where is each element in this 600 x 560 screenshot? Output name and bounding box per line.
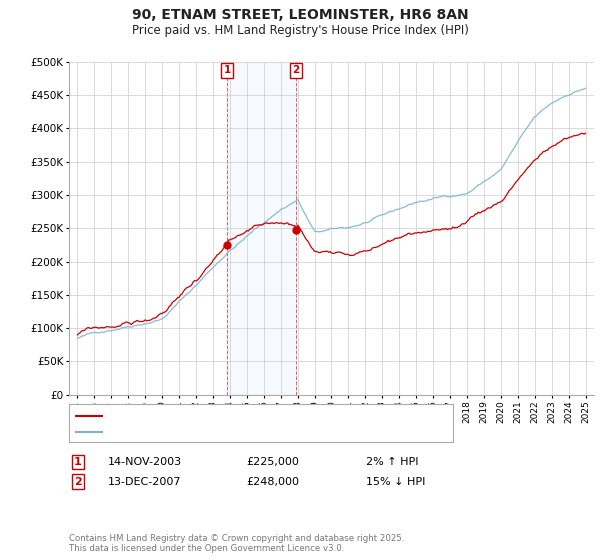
Text: 13-DEC-2007: 13-DEC-2007 bbox=[108, 477, 182, 487]
Text: £225,000: £225,000 bbox=[246, 457, 299, 467]
Text: 1: 1 bbox=[223, 66, 230, 75]
Text: 2% ↑ HPI: 2% ↑ HPI bbox=[366, 457, 419, 467]
Text: Contains HM Land Registry data © Crown copyright and database right 2025.
This d: Contains HM Land Registry data © Crown c… bbox=[69, 534, 404, 553]
Bar bbox=[227, 62, 296, 395]
Text: £248,000: £248,000 bbox=[246, 477, 299, 487]
Text: 2: 2 bbox=[74, 477, 82, 487]
Text: Price paid vs. HM Land Registry's House Price Index (HPI): Price paid vs. HM Land Registry's House … bbox=[131, 24, 469, 36]
Text: 1: 1 bbox=[74, 457, 82, 467]
Text: 15% ↓ HPI: 15% ↓ HPI bbox=[366, 477, 425, 487]
Text: 14-NOV-2003: 14-NOV-2003 bbox=[108, 457, 182, 467]
Text: 2: 2 bbox=[293, 66, 300, 75]
Text: 90, ETNAM STREET, LEOMINSTER, HR6 8AN: 90, ETNAM STREET, LEOMINSTER, HR6 8AN bbox=[131, 8, 469, 22]
Text: 90, ETNAM STREET, LEOMINSTER, HR6 8AN (detached house): 90, ETNAM STREET, LEOMINSTER, HR6 8AN (d… bbox=[109, 410, 429, 421]
Text: HPI: Average price, detached house, Herefordshire: HPI: Average price, detached house, Here… bbox=[109, 427, 373, 437]
